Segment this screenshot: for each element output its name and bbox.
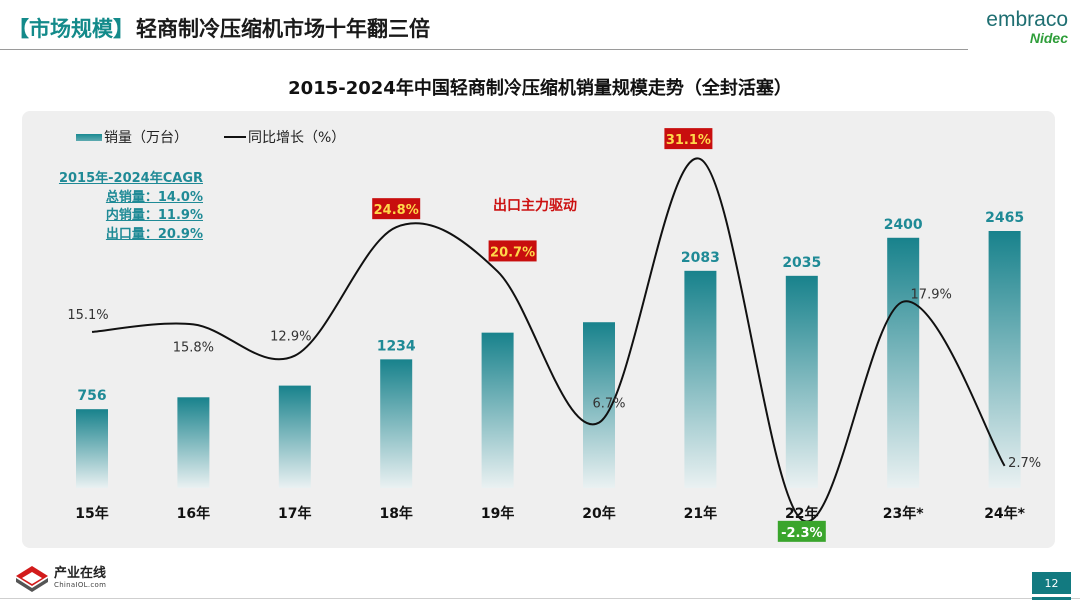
cagr-domestic: 内销量：11.9% — [105, 208, 203, 223]
bar-3 — [380, 359, 413, 488]
growth-label: 31.1% — [666, 133, 711, 148]
bar-value-label: 2083 — [681, 250, 720, 266]
bar-6 — [684, 270, 717, 488]
bar-4 — [481, 332, 514, 488]
category-label: 22年 — [785, 505, 818, 522]
chart-title: 2015-2024年中国轻商制冷压缩机销量规模走势（全封活塞） — [288, 78, 792, 99]
chinaiol-logo: 产业在线 ChinaIOL.com — [14, 564, 106, 592]
category-label: 20年 — [582, 505, 615, 522]
growth-label: -2.3% — [781, 526, 822, 541]
bar-8 — [887, 237, 920, 488]
bar-value-label: 2400 — [884, 217, 923, 233]
page-number-underline — [1032, 597, 1071, 600]
category-label: 18年 — [379, 505, 412, 522]
growth-line — [91, 157, 1006, 523]
export-driver-annotation: 出口主力驱动 — [493, 198, 577, 214]
category-label: 16年 — [177, 505, 210, 522]
footer-divider — [0, 598, 1080, 599]
growth-label-box — [488, 240, 537, 262]
bar-9 — [988, 231, 1021, 488]
nidec-logo-text: Nidec — [1029, 30, 1068, 46]
bar-value-label: 756 — [77, 388, 106, 404]
chinaiol-logo-icon — [16, 566, 48, 592]
legend-bar-swatch — [76, 133, 102, 141]
bar-1 — [177, 397, 210, 488]
growth-label-box — [372, 198, 421, 220]
title-tag: 【市场规模】 — [8, 17, 134, 41]
bar-value-label: 1234 — [377, 338, 416, 354]
growth-label: 2.7% — [1008, 456, 1041, 471]
cagr-box: 2015年-2024年CAGR 总销量：14.0% 内销量：11.9% 出口量：… — [52, 170, 203, 244]
category-label: 23年* — [883, 505, 924, 522]
growth-label: 12.9% — [270, 330, 311, 345]
cagr-title: 2015年-2024年CAGR — [58, 171, 203, 186]
bar-5 — [583, 322, 615, 488]
chart-legend: 销量（万台） 同比增长（%） — [76, 127, 345, 147]
bar-value-label: 2035 — [782, 255, 821, 271]
logo-subtext: ChinaIOL.com — [54, 580, 107, 589]
embraco-logo-text: embraco — [986, 8, 1068, 31]
growth-label: 24.8% — [374, 203, 419, 218]
page-number: 12 — [1032, 572, 1071, 594]
category-label: 21年 — [684, 505, 717, 522]
cagr-export: 出口量：20.9% — [105, 226, 203, 242]
category-label: 17年 — [278, 505, 311, 522]
cagr-total: 总销量：14.0% — [105, 189, 203, 205]
bar-0 — [76, 409, 108, 488]
logo-text: 产业在线 — [54, 565, 107, 581]
legend-line-label: 同比增长（%） — [248, 130, 346, 146]
bar-7 — [785, 275, 818, 488]
legend-bar-label: 销量（万台） — [104, 130, 188, 146]
category-label: 19年 — [481, 505, 514, 522]
growth-label: 17.9% — [911, 288, 952, 303]
title-divider — [0, 49, 968, 50]
bar-value-label: 2465 — [985, 210, 1024, 226]
title-text: 轻商制冷压缩机市场十年翻三倍 — [136, 17, 430, 41]
category-label: 24年* — [984, 505, 1025, 522]
growth-label-box — [664, 128, 713, 150]
slide-title: 【市场规模】 轻商制冷压缩机市场十年翻三倍 — [8, 10, 430, 46]
category-label: 15年 — [75, 505, 108, 522]
growth-label: 15.8% — [173, 340, 214, 355]
legend-line-swatch — [224, 136, 246, 138]
growth-label: 20.7% — [490, 245, 535, 260]
growth-label: 15.1% — [67, 308, 108, 323]
bar-2 — [278, 385, 311, 488]
growth-label-box — [777, 520, 826, 542]
brand-logo: embraco Nidec — [986, 8, 1068, 46]
growth-label: 6.7% — [592, 397, 625, 412]
